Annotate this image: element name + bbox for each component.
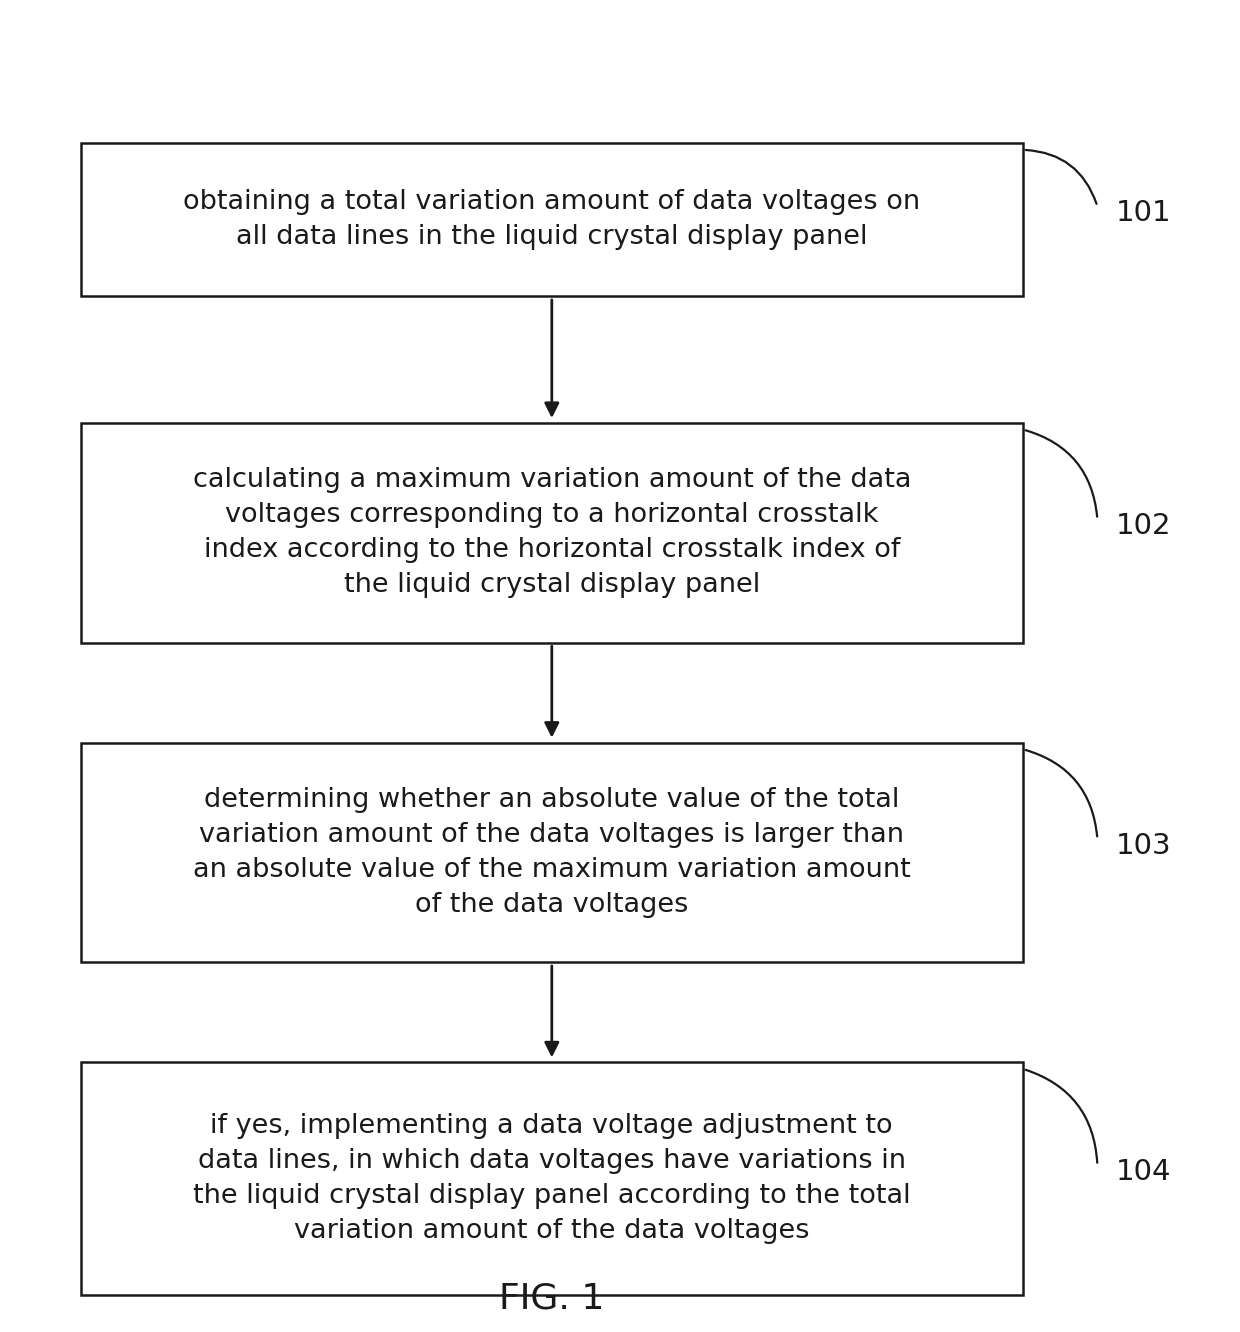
Text: 101: 101 [1116,198,1172,228]
Bar [81,424,1023,643]
Text: 102: 102 [1116,511,1172,541]
Bar [81,743,1023,962]
Text: 103: 103 [1116,831,1172,860]
Text: if yes, implementing a data voltage adjustment to
data lines, in which data volt: if yes, implementing a data voltage adju… [193,1114,910,1244]
Text: calculating a maximum variation amount of the data
voltages corresponding to a h: calculating a maximum variation amount o… [192,468,911,598]
Bar [81,1063,1023,1295]
Text: determining whether an absolute value of the total
variation amount of the data : determining whether an absolute value of… [193,787,910,918]
Text: FIG. 1: FIG. 1 [500,1281,604,1316]
Text: 104: 104 [1116,1158,1172,1187]
Bar [81,144,1023,297]
Text: obtaining a total variation amount of data voltages on
all data lines in the liq: obtaining a total variation amount of da… [184,189,920,250]
